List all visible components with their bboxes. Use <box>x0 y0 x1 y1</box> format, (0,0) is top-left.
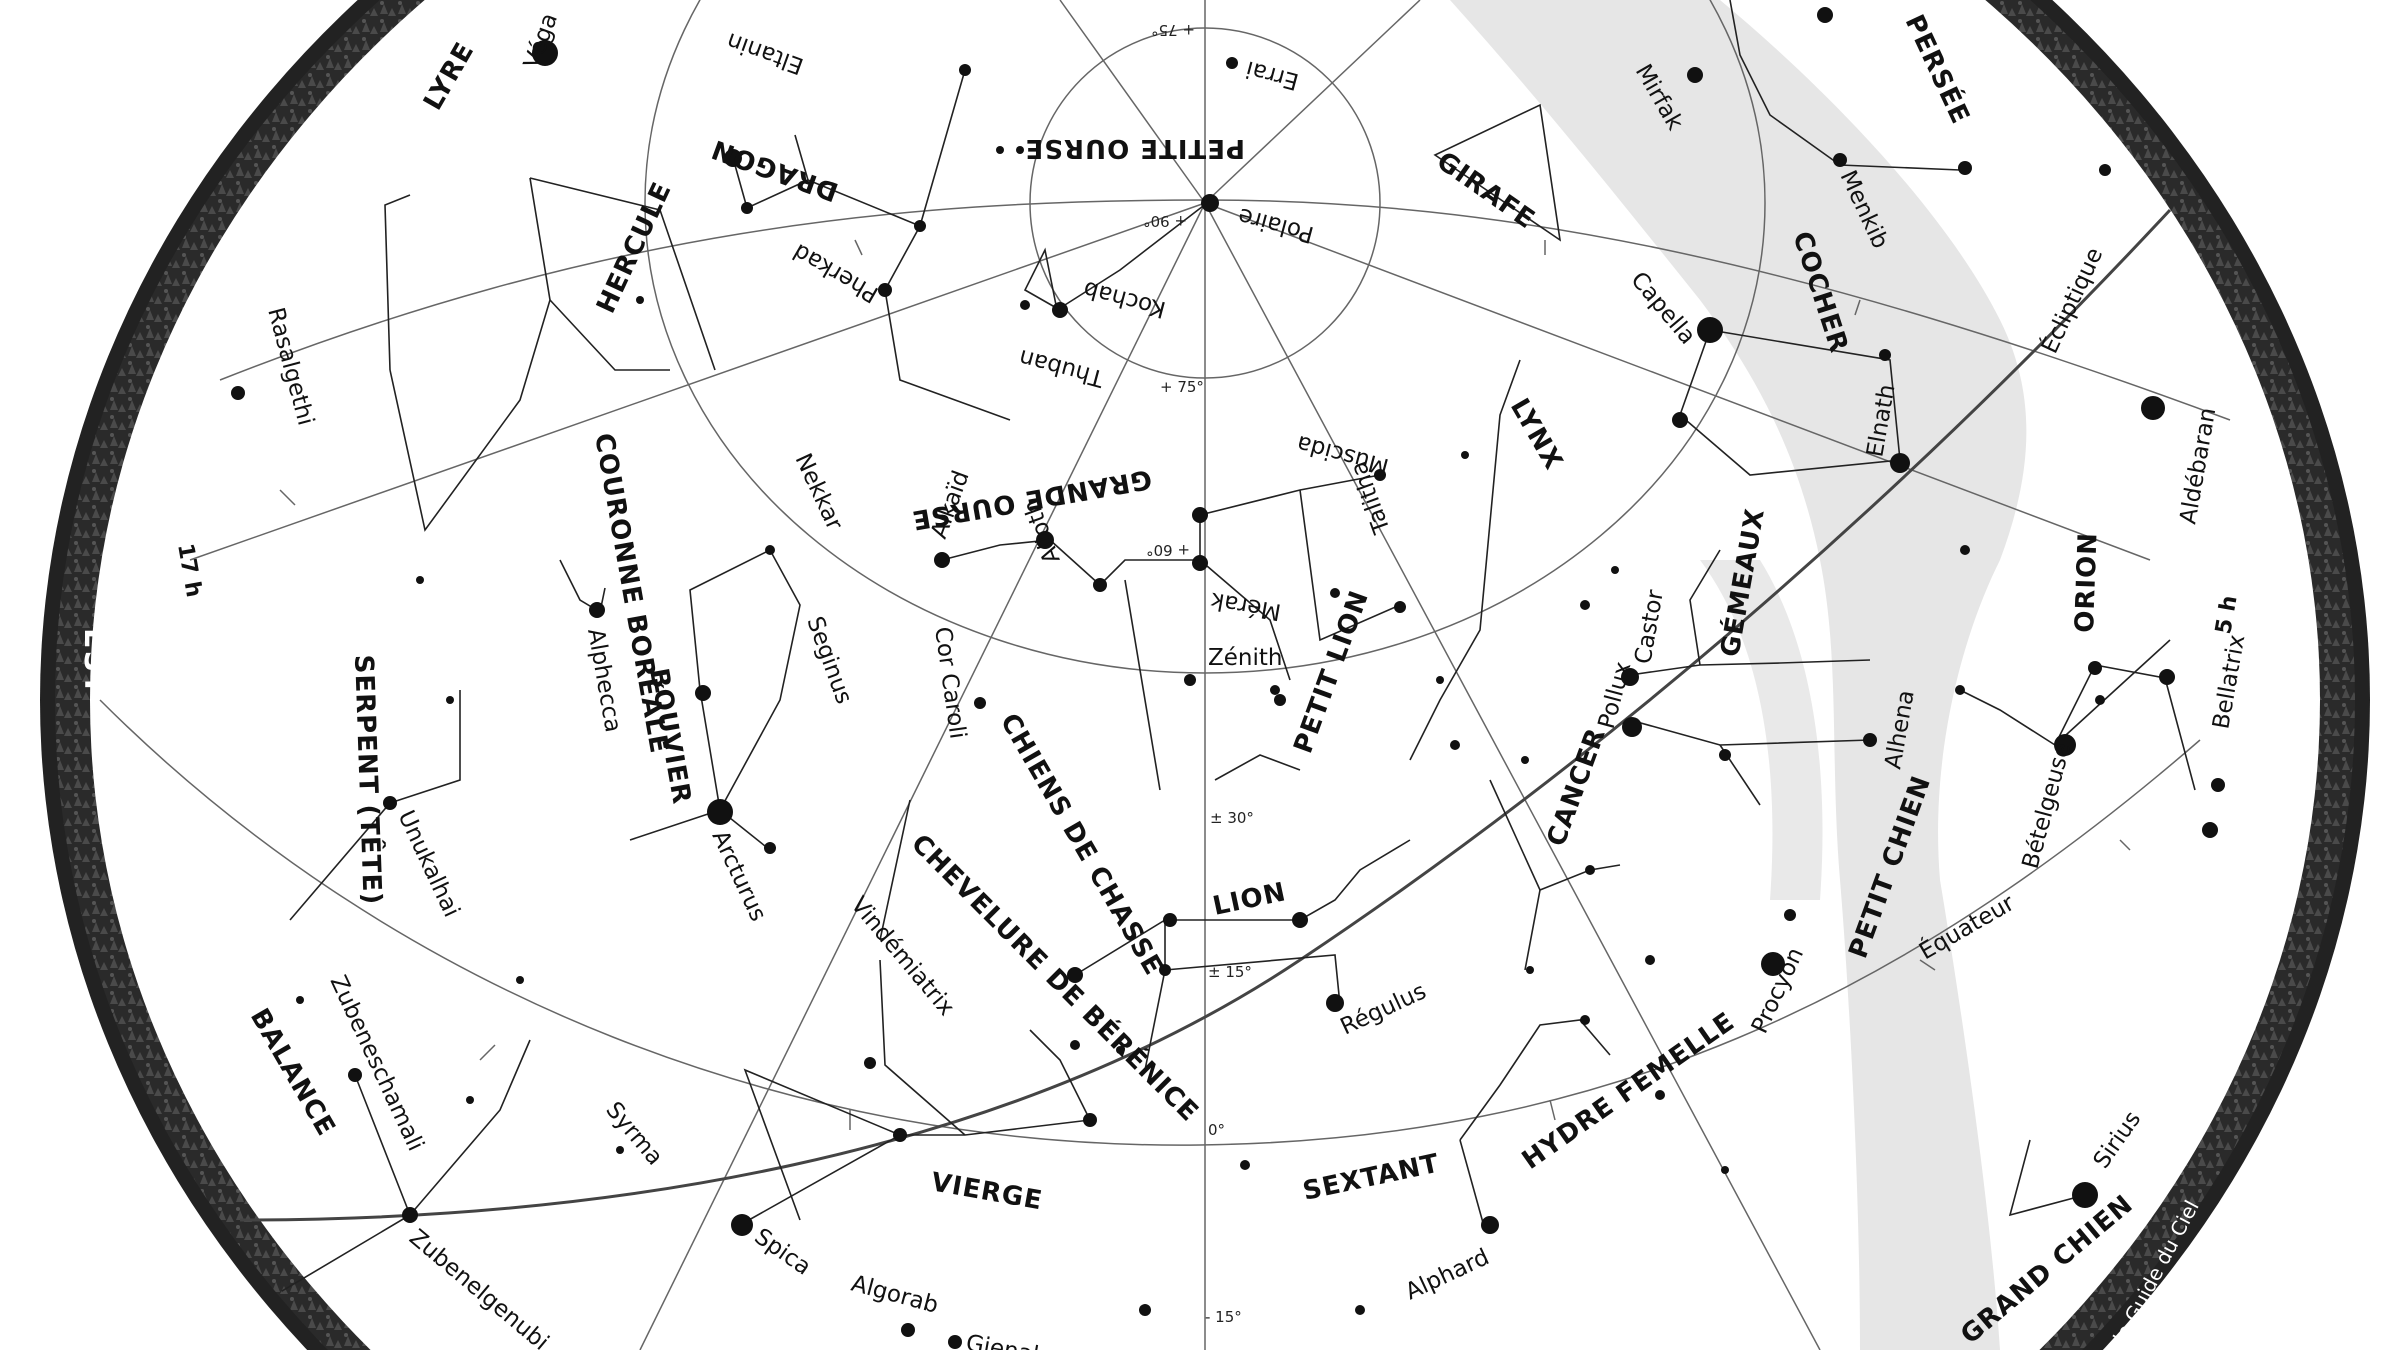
dec-label: - 15° <box>1205 1308 1242 1326</box>
stars <box>231 7 2225 1349</box>
direction-east: EST <box>77 628 112 697</box>
coordinate-grid <box>99 0 2231 1350</box>
dec-label: + 75° <box>1151 21 1195 39</box>
dec-label: + 90° <box>1143 212 1187 230</box>
direction-west: OUEST <box>2281 613 2316 735</box>
zenith-label: Zénith <box>1208 645 1282 671</box>
dec-label: ± 30° <box>1210 809 1254 827</box>
declination-labels: + 90° + 75° + 75° + 60° ± 30° ± 15° 0° -… <box>1143 21 1254 1326</box>
dec-label: + 60° <box>1146 541 1190 559</box>
dec-label: ± 15° <box>1208 963 1252 981</box>
ecliptic-line <box>239 208 2172 1222</box>
constellation-lines <box>249 0 2196 1311</box>
milky-way <box>1450 0 2027 1350</box>
label-orion: ORION <box>2070 532 2103 634</box>
dec-label: + 75° <box>1160 378 1204 396</box>
dec-label: 0° <box>1208 1121 1225 1139</box>
label-petite-ourse: PETITE OURSE <box>1025 133 1246 163</box>
